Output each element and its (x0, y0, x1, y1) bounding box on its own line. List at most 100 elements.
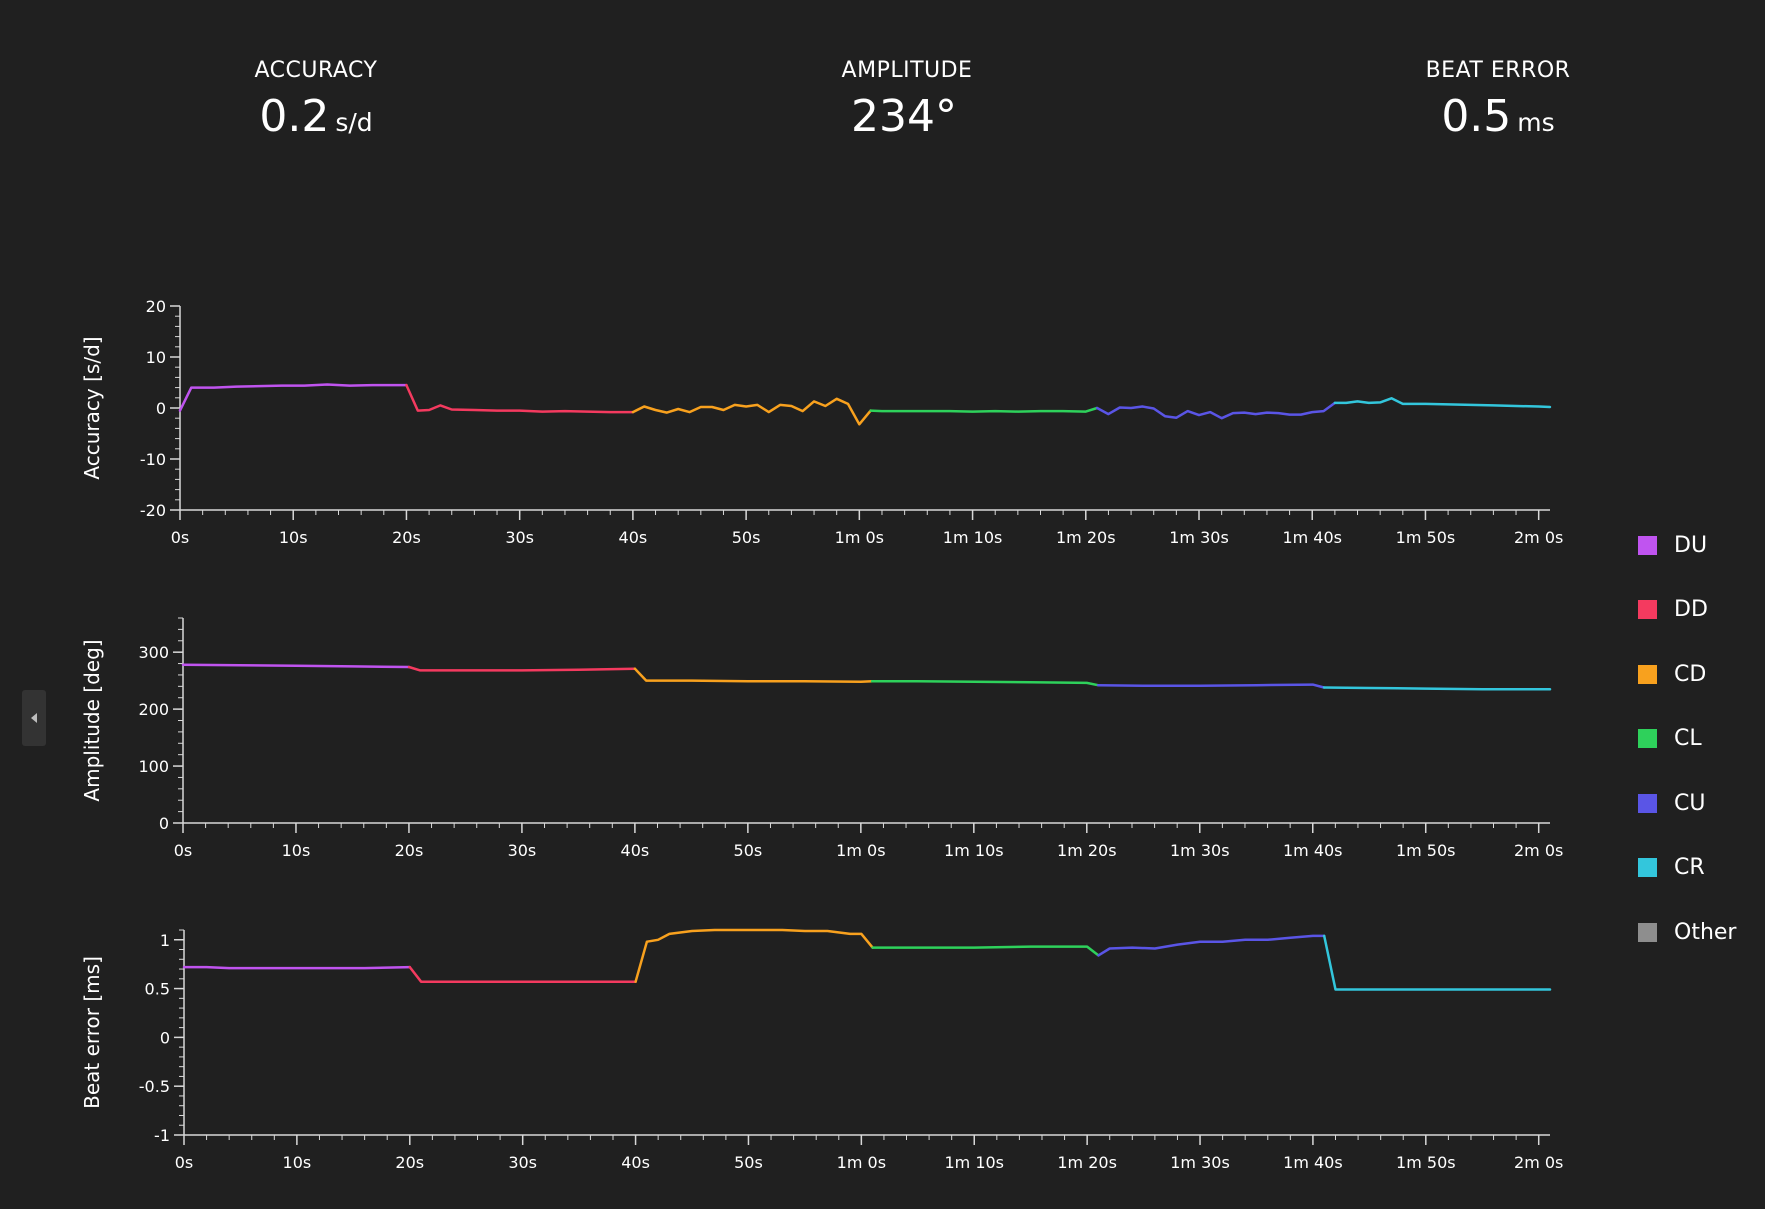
beat-error-label: BEAT ERROR (1425, 58, 1571, 83)
beat-error-series-dd (408, 965, 637, 983)
accuracy-y-tick-label: 0 (156, 399, 166, 418)
accuracy-series-cl (869, 406, 1099, 413)
accuracy-label: ACCURACY (254, 58, 378, 83)
legend-swatch-cr (1638, 858, 1657, 878)
beat-error-series-du (182, 965, 412, 970)
beat-error-x-tick-label: 20s (395, 1153, 424, 1172)
beat-error-series-cr (1322, 934, 1552, 991)
legend-swatch-other (1638, 922, 1657, 942)
amplitude-series-cl (870, 679, 1100, 687)
accuracy-x-tick-label: 1m 10s (943, 528, 1003, 547)
legend-label-cr: CR (1674, 855, 1705, 881)
accuracy-x-tick-label: 40s (619, 528, 648, 547)
beat-error-x-tick-label: 0s (175, 1153, 194, 1172)
beat-error-y-tick-label: 0 (160, 1028, 170, 1047)
amplitude-value-row: 234° (727, 95, 1087, 139)
amplitude-x-tick-label: 40s (621, 841, 650, 860)
amplitude-series-cr (1322, 686, 1552, 691)
accuracy-x-tick-label: 1m 50s (1396, 528, 1456, 547)
amplitude-series-dd (407, 665, 637, 672)
beat-error-x-tick-label: 1m 40s (1283, 1153, 1343, 1172)
amplitude-x-tick-label: 1m 50s (1396, 841, 1456, 860)
beat-error-x-tick-label: 1m 50s (1396, 1153, 1456, 1172)
accuracy-series-cd (631, 397, 872, 426)
legend-item-cr: CR (1638, 836, 1736, 901)
legend-item-cu: CU (1638, 771, 1736, 836)
accuracy-y-tick-label: 10 (146, 348, 166, 367)
beat-error-x-tick-label: 40s (621, 1153, 650, 1172)
legend-item-cl: CL (1638, 707, 1736, 772)
beat-error-x-tick-label: 1m 30s (1170, 1153, 1230, 1172)
amplitude-series-du (181, 663, 411, 669)
beat-error-x-tick-label: 1m 20s (1057, 1153, 1117, 1172)
accuracy-x-tick-label: 2m 0s (1514, 528, 1563, 547)
amplitude-x-tick-label: 10s (282, 841, 311, 860)
beat-error-series-cd (634, 928, 874, 983)
beat-error-y-axis-title: Beat error [ms] (80, 956, 104, 1109)
amplitude-x-tick-label: 1m 10s (944, 841, 1004, 860)
accuracy-x-tick-label: 10s (279, 528, 308, 547)
beat-error-y-tick-label: 1 (160, 931, 170, 950)
legend-label-cd: CD (1674, 661, 1707, 687)
accuracy-x-tick-label: 1m 0s (835, 528, 884, 547)
accuracy-series-dd (405, 383, 635, 414)
amplitude-y-tick-label: 200 (138, 700, 169, 719)
amplitude-x-tick-label: 1m 40s (1283, 841, 1343, 860)
amplitude-x-tick-label: 2m 0s (1514, 841, 1563, 860)
beat-error-y-tick-label: 0.5 (145, 980, 170, 999)
accuracy-x-tick-label: 30s (505, 528, 534, 547)
amplitude-series-cu (1096, 683, 1326, 689)
accuracy-x-tick-label: 20s (392, 528, 421, 547)
accuracy-y-tick-label: -20 (140, 501, 166, 520)
beat-error-x-tick-label: 2m 0s (1514, 1153, 1563, 1172)
legend-swatch-cu (1638, 793, 1657, 813)
amplitude-x-tick-label: 50s (734, 841, 763, 860)
beat-error-x-tick-label: 1m 10s (944, 1153, 1004, 1172)
amplitude-x-tick-label: 1m 30s (1170, 841, 1230, 860)
legend-label-cl: CL (1674, 726, 1702, 752)
amplitude-label: AMPLITUDE (841, 58, 973, 83)
mode-legend: DU DD CD CL CU CR Other (1638, 513, 1736, 965)
beat-error-value-row: 0.5 ms (1318, 95, 1678, 139)
legend-swatch-dd (1638, 600, 1657, 620)
amplitude-y-tick-label: 100 (138, 757, 169, 776)
amplitude-value: 234° (851, 91, 957, 142)
amplitude-x-tick-label: 20s (395, 841, 424, 860)
amplitude-x-tick-label: 0s (174, 841, 193, 860)
legend-label-other: Other (1674, 919, 1737, 945)
beat-error-y-tick-label: -0.5 (139, 1077, 170, 1096)
collapse-panel-button[interactable] (22, 690, 46, 746)
legend-swatch-du (1638, 535, 1657, 555)
legend-label-du: DU (1674, 532, 1708, 558)
amplitude-x-tick-label: 1m 0s (836, 841, 885, 860)
beat-error-value: 0.5 (1441, 91, 1512, 142)
legend-label-cu: CU (1674, 790, 1706, 816)
legend-item-cd: CD (1638, 642, 1736, 707)
accuracy-x-tick-label: 1m 20s (1056, 528, 1116, 547)
beat-error-series-cu (1097, 934, 1326, 957)
accuracy-y-tick-label: 20 (146, 297, 166, 316)
amplitude-metric: AMPLITUDE 234° (727, 58, 1087, 139)
beat-error-metric: BEAT ERROR 0.5 ms (1318, 58, 1678, 139)
accuracy-series-cr (1333, 397, 1552, 409)
beat-error-x-tick-label: 30s (508, 1153, 537, 1172)
accuracy-y-axis-title: Accuracy [s/d] (80, 336, 104, 479)
amplitude-y-tick-label: 0 (159, 814, 169, 833)
accuracy-unit: s/d (335, 108, 373, 137)
accuracy-x-tick-label: 0s (171, 528, 190, 547)
beat-error-x-tick-label: 50s (734, 1153, 763, 1172)
beat-error-x-tick-label: 10s (283, 1153, 312, 1172)
legend-item-du: DU (1638, 513, 1736, 578)
accuracy-x-tick-label: 50s (732, 528, 761, 547)
legend-swatch-cl (1638, 729, 1657, 749)
accuracy-metric: ACCURACY 0.2 s/d (136, 58, 496, 139)
beat-error-x-tick-label: 1m 0s (837, 1153, 886, 1172)
accuracy-x-tick-label: 1m 40s (1282, 528, 1342, 547)
accuracy-value: 0.2 (259, 91, 330, 142)
accuracy-x-tick-label: 1m 30s (1169, 528, 1229, 547)
beat-error-series-cl (871, 945, 1100, 957)
beat-error-y-tick-label: -1 (154, 1126, 170, 1145)
beat-error-unit: ms (1517, 108, 1555, 137)
amplitude-y-axis-title: Amplitude [deg] (80, 639, 104, 801)
